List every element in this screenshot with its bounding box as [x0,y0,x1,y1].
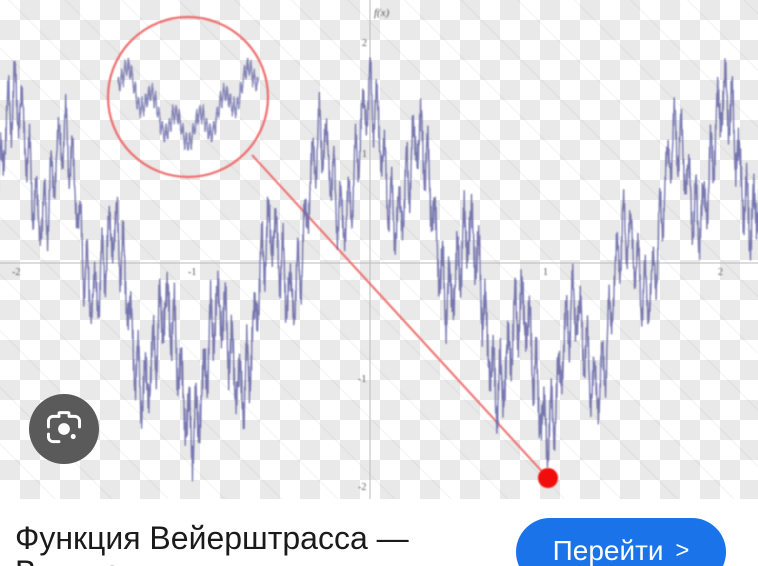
svg-text:-2: -2 [358,482,366,493]
svg-text:2: 2 [362,38,367,49]
svg-text:2: 2 [718,267,723,278]
svg-text:-1: -1 [188,267,196,278]
svg-text:-1: -1 [358,374,366,385]
svg-text:1: 1 [543,267,548,278]
svg-text:1: 1 [362,149,367,160]
svg-text:-2: -2 [12,267,20,278]
svg-text:f(x): f(x) [374,7,390,19]
